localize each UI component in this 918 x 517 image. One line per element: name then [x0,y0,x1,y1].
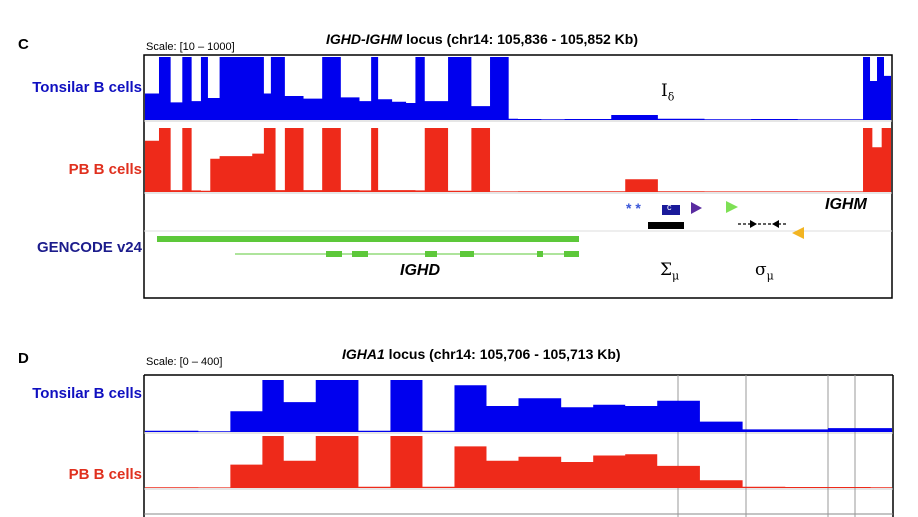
sigma-mu-lower-label: σμ [755,260,774,282]
panel-d-guide-lines [677,375,856,517]
ighd-exon-3 [425,251,437,257]
gene-label-ighm: IGHM [825,196,867,213]
panel-c-tonsilar-coverage [145,57,891,120]
panel-c-title-rest: locus (chr14: 105,836 - 105,852 Kb) [402,31,639,47]
idelta-label-sub: δ [667,90,675,104]
panel-d-pb-coverage [145,436,892,488]
sigma-mu-upper-label-base: Σ [660,260,673,280]
panel-d-title-gene: IGHA1 [342,346,385,362]
panel-c-track-pb-label: PB B cells [68,161,142,178]
ighd-transcript-block [157,236,579,242]
ighd-exon-2 [352,251,368,257]
panel-c-letter: C [18,36,29,53]
ighd-exon-1 [326,251,342,257]
panel-d-title: IGHA1 locus (chr14: 105,706 - 105,713 Kb… [342,346,621,362]
ighd-exon-4 [460,251,474,257]
panel-d-tonsilar-coverage [145,380,892,432]
panel-c-frame [143,54,893,299]
purple-arrow-icon [691,202,702,214]
sigma-mu-upper-label-sub: μ [672,269,680,283]
sigma-mu-arrow-right-icon [750,220,757,228]
sigma-mu-black-bar [648,222,684,229]
idelta-box [662,205,680,215]
idelta-label-base: I [661,81,668,101]
panel-c-scale: Scale: [10 – 1000] [146,41,235,53]
panel-d-track-tonsilar-label: Tonsilar B cells [32,385,142,402]
panel-d-tracks [145,380,892,488]
panel-c-track-tonsilar-label: Tonsilar B cells [32,79,142,96]
asterisks-marker: * * [626,200,641,216]
panel-d-letter: D [18,350,29,367]
panel-d-scale: Scale: [0 – 400] [146,356,223,368]
sigma-mu-upper-label: Σμ [660,260,679,282]
sigma-mu-lower-label-base: σ [755,260,767,280]
ighd-transcript-model [235,251,579,257]
panel-c-title: IGHD-IGHM locus (chr14: 105,836 - 105,85… [326,31,638,47]
idelta-box-letter: c [667,202,672,212]
ighd-exon-6 [564,251,579,257]
sigma-mu-arrow-left-icon [772,220,779,228]
green-arrow-icon [726,201,738,213]
panel-d-track-pb-label: PB B cells [68,466,142,483]
idelta-label: Iδ [661,81,674,103]
sigma-mu-arrows [738,220,788,228]
yellow-arrow-icon [792,227,804,239]
panel-c-title-gene: IGHD-IGHM [326,31,403,47]
ighd-exon-5 [537,251,543,257]
panel-c-tracks [145,57,891,192]
panel-d-title-rest: locus (chr14: 105,706 - 105,713 Kb) [384,346,621,362]
panel-c-pb-coverage [145,128,891,192]
gene-label-ighd: IGHD [400,262,440,279]
sigma-mu-lower-label-sub: μ [766,269,774,283]
panel-c-track-gencode-label: GENCODE v24 [36,239,142,256]
